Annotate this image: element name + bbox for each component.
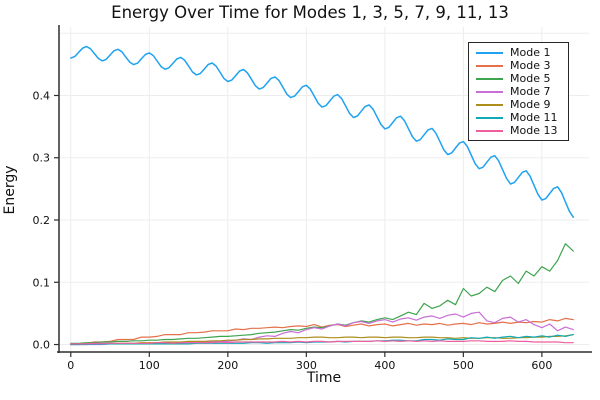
x-tick-label: 0 — [67, 359, 74, 372]
x-tick-label: 500 — [453, 359, 474, 372]
legend-entry-mode-7: Mode 7 — [469, 85, 568, 98]
legend-label: Mode 5 — [510, 72, 551, 85]
x-tick-label: 200 — [217, 359, 238, 372]
y-tick-label: 0.4 — [33, 89, 51, 102]
x-axis-label: Time — [306, 370, 342, 386]
legend-box: Mode 1 Mode 3 Mode 5 Mode 7 Mode 9 Mode 11 Mod… — [468, 42, 569, 141]
series-line-mode-7 — [70, 311, 574, 346]
x-tick-label: 600 — [531, 359, 552, 372]
y-tick-label: 0.0 — [33, 339, 51, 352]
legend-entry-mode-5: Mode 5 — [469, 72, 568, 85]
series-line-mode-1 — [70, 45, 575, 218]
legend-entry-mode-1: Mode 1 — [469, 46, 568, 59]
legend-entry-mode-13: Mode 13 — [469, 124, 568, 137]
legend-label: Mode 9 — [510, 98, 551, 111]
series-line-mode-5 — [70, 243, 574, 344]
legend-line-sample — [476, 116, 503, 119]
x-tick-label: 300 — [296, 359, 317, 372]
legend-entry-mode-9: Mode 9 — [469, 98, 568, 111]
legend-line-sample — [476, 103, 503, 106]
y-tick-label: 0.3 — [33, 152, 51, 165]
chart-title: Energy Over Time for Modes 1, 3, 5, 7, 9… — [111, 3, 509, 22]
legend-label: Mode 13 — [510, 124, 558, 137]
series-line-mode-13 — [70, 340, 574, 345]
legend-entry-mode-3: Mode 3 — [469, 59, 568, 72]
legend-line-sample — [476, 77, 503, 80]
legend-line-sample — [476, 51, 503, 54]
x-tick-label: 400 — [374, 359, 395, 372]
y-tick-label: 0.1 — [33, 276, 51, 289]
legend-entry-mode-11: Mode 11 — [469, 111, 568, 124]
legend-line-sample — [476, 64, 503, 67]
x-tick-label: 100 — [139, 359, 160, 372]
legend-label: Mode 3 — [510, 59, 551, 72]
legend-label: Mode 7 — [510, 85, 551, 98]
legend-label: Mode 1 — [510, 46, 551, 59]
legend-label: Mode 11 — [510, 111, 558, 124]
legend-line-sample — [476, 90, 503, 93]
y-tick-label: 0.2 — [33, 214, 51, 227]
legend-line-sample — [476, 129, 503, 132]
y-axis-label: Energy — [2, 165, 18, 215]
